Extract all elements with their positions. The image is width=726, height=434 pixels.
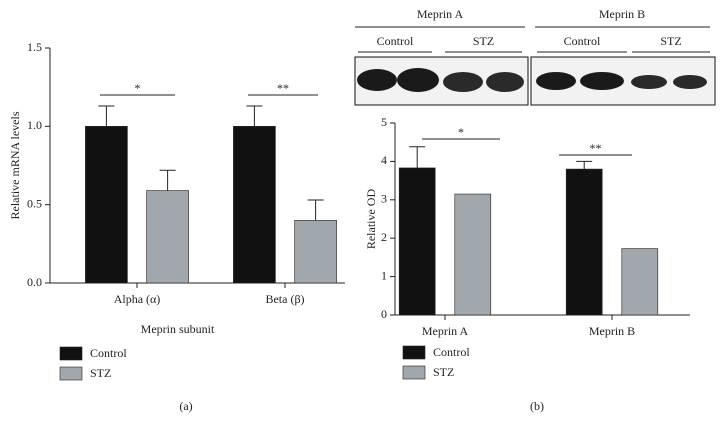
- legend-label: Control: [90, 346, 127, 360]
- legend-swatch: [59, 346, 83, 361]
- error-bar: [576, 160, 593, 170]
- blot-lane-label: STZ: [473, 34, 494, 48]
- x-tick-label: Alpha (α): [114, 292, 161, 306]
- legend-label: STZ: [90, 366, 111, 380]
- bar: [233, 126, 276, 284]
- western-blot: [354, 56, 716, 106]
- legend-swatch: [402, 365, 426, 380]
- blot-lane-label: Control: [564, 34, 601, 48]
- legend-swatch: [59, 366, 83, 381]
- bar: [85, 126, 128, 284]
- y-axis-label: Relative OD: [364, 189, 378, 250]
- error-bar: [246, 105, 263, 127]
- y-tick-label: 1.0: [27, 118, 42, 132]
- blot-group-label: Meprin A: [417, 7, 464, 21]
- error-bar: [409, 146, 426, 168]
- y-tick-label: 0.5: [27, 196, 42, 210]
- y-tick-label: 5: [381, 115, 387, 129]
- blot-group-label: Meprin B: [599, 7, 645, 21]
- bar: [454, 193, 492, 316]
- legend-label: Control: [433, 345, 470, 359]
- bar: [621, 248, 659, 316]
- error-bar: [307, 199, 324, 221]
- significance-label: **: [590, 141, 602, 155]
- bar: [565, 168, 603, 316]
- significance-label: *: [135, 81, 141, 95]
- y-tick-label: 3: [381, 192, 387, 206]
- legend-swatch: [402, 345, 426, 360]
- caption: (a): [179, 399, 192, 413]
- legend-label: STZ: [433, 365, 454, 379]
- bar: [398, 167, 436, 316]
- x-tick-label: Meprin B: [589, 324, 635, 338]
- caption: (b): [530, 399, 544, 413]
- y-axis-label: Relative mRNA levels: [8, 111, 22, 219]
- y-tick-label: 1: [381, 268, 387, 282]
- y-tick-label: 1.5: [27, 40, 42, 54]
- bar: [146, 190, 189, 284]
- y-tick-label: 4: [381, 153, 387, 167]
- error-bar: [98, 105, 115, 127]
- x-axis-label: Meprin subunit: [141, 322, 215, 336]
- blot-lane-label: STZ: [660, 34, 681, 48]
- x-tick-label: Meprin A: [422, 324, 469, 338]
- blot-lane-label: Control: [377, 34, 414, 48]
- y-tick-label: 0.0: [27, 275, 42, 289]
- y-tick-label: 0: [381, 307, 387, 321]
- y-tick-label: 2: [381, 230, 387, 244]
- significance-label: *: [458, 125, 464, 139]
- bar: [294, 220, 337, 284]
- error-bar: [159, 169, 176, 191]
- significance-label: **: [277, 81, 289, 95]
- x-tick-label: Beta (β): [265, 292, 304, 306]
